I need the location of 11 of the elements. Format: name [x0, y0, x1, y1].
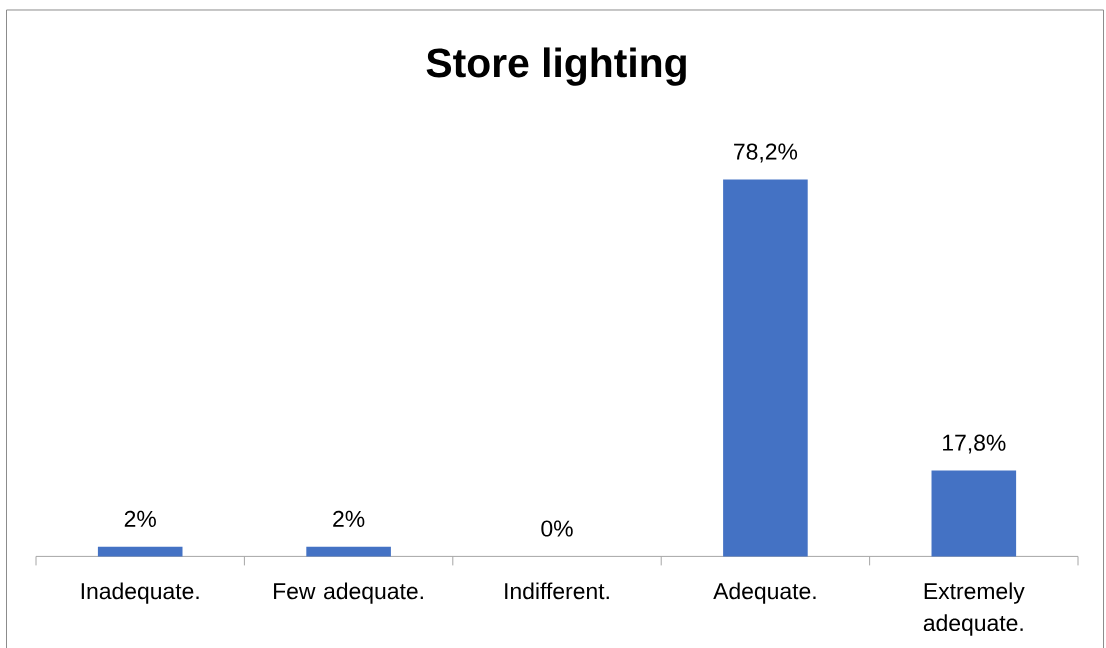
x-tick-label: Few adequate.	[274, 582, 423, 604]
x-tick-label: Extremely adequate.	[923, 582, 1025, 636]
chart-title: Store lighting	[426, 47, 686, 86]
x-tick-label: Inadequate.	[81, 582, 199, 604]
data-label: 2%	[124, 510, 156, 527]
data-label: 2%	[333, 510, 365, 527]
x-tick-label: Indifferent.	[505, 582, 609, 600]
data-label: 0%	[541, 520, 573, 537]
data-label: 17,8%	[943, 434, 1006, 454]
data-label: 78,2%	[734, 143, 798, 163]
x-tick-label: Adequate.	[713, 582, 816, 604]
